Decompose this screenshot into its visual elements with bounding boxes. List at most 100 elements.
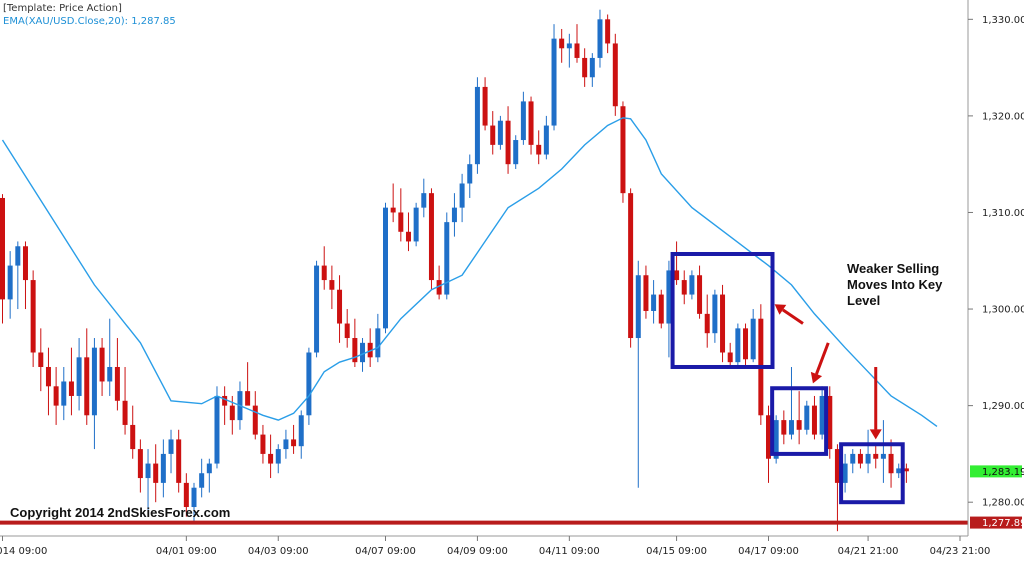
- support-price-value: 1,277.89: [982, 518, 1024, 529]
- candle-body: [206, 463, 212, 474]
- candle-body: [344, 323, 350, 339]
- annotation-arrow-head: [810, 371, 823, 384]
- annotation-box: [670, 251, 775, 369]
- candle-body: [390, 207, 396, 213]
- candle-body: [850, 453, 856, 464]
- candle-body: [497, 120, 503, 145]
- time-tick-label: 04/09 09:00: [447, 546, 508, 557]
- candle-body: [528, 101, 534, 145]
- price-tick-label: 1,310.00: [982, 208, 1024, 219]
- candle-body: [421, 193, 427, 208]
- candle-body: [743, 328, 749, 360]
- candle-body: [505, 120, 511, 165]
- candle-body: [84, 357, 90, 416]
- candle-body: [704, 313, 710, 334]
- candle-body: [643, 275, 649, 311]
- candle-body: [582, 57, 588, 78]
- candle-body: [38, 352, 44, 367]
- candle-body: [842, 463, 848, 483]
- candle-body: [766, 415, 771, 459]
- candle-body: [122, 400, 128, 425]
- candle-body: [589, 57, 595, 78]
- candle-body: [7, 265, 13, 300]
- candle-body: [750, 318, 756, 360]
- candle-body: [773, 420, 779, 459]
- time-tick-label: 04/11 09:00: [539, 546, 600, 557]
- candle-body: [398, 212, 404, 232]
- candle-body: [107, 366, 113, 382]
- candle-body: [68, 381, 74, 396]
- time-tick-label: 04/23 21:00: [930, 546, 991, 557]
- candle-body: [298, 415, 304, 447]
- candle-body: [551, 38, 557, 126]
- annotation-box: [770, 386, 829, 456]
- candle-body: [827, 395, 833, 450]
- time-tick-label: 04/21 21:00: [838, 546, 899, 557]
- price-tick-label: 1,290.00: [982, 401, 1024, 412]
- time-tick-label: 04/03 09:00: [248, 546, 309, 557]
- candle-body: [22, 246, 28, 281]
- candle-body: [543, 125, 549, 155]
- annotation-line-3: Level: [847, 293, 880, 308]
- candle-body: [306, 352, 312, 416]
- annotation-arrows: [774, 304, 882, 440]
- candle-body: [160, 453, 166, 483]
- annotation-arrow-head: [774, 304, 787, 315]
- candle-body: [612, 43, 618, 107]
- candle-body: [222, 395, 228, 406]
- candle-body: [482, 86, 488, 126]
- time-tick-label: 03/26/2014 09:00: [0, 546, 47, 557]
- candle-body: [689, 275, 695, 295]
- time-tick-label: 04/17 09:00: [738, 546, 799, 557]
- candle-body: [191, 487, 197, 508]
- support-price-tag: 1,277.89: [970, 516, 1024, 529]
- candle-body: [727, 352, 733, 363]
- candle-body: [474, 86, 480, 165]
- candle-body: [451, 207, 457, 223]
- candle-body: [490, 125, 496, 145]
- annotation-line-2: Moves Into Key: [847, 277, 943, 292]
- candle-body: [360, 342, 366, 363]
- ema-label: EMA(XAU/USD.Close,20): 1,287.85: [3, 16, 176, 27]
- candle-body: [620, 106, 626, 194]
- candle-body: [329, 280, 335, 290]
- candle-body: [819, 395, 825, 435]
- candle-body: [566, 43, 572, 49]
- candle-body: [896, 468, 902, 474]
- candle-body: [651, 294, 657, 311]
- price-tick-label: 1,300.00: [982, 305, 1024, 316]
- candle-body: [597, 19, 603, 58]
- candle-body: [321, 265, 327, 281]
- time-tick-label: 04/15 09:00: [646, 546, 707, 557]
- time-tick-label: 04/07 09:00: [355, 546, 416, 557]
- candle-body: [574, 43, 580, 58]
- candle-body: [15, 246, 21, 266]
- time-tick-label: 04/01 09:00: [156, 546, 217, 557]
- candle-body: [834, 449, 840, 483]
- candle-body: [314, 265, 320, 353]
- last-price-tag: 1,283.19: [970, 465, 1024, 478]
- candle-body: [628, 193, 634, 339]
- last-price-value: 1,283.19: [982, 467, 1024, 478]
- candle-body: [153, 463, 159, 483]
- price-tick-label: 1,280.00: [982, 498, 1024, 509]
- candle-body: [61, 381, 67, 406]
- candle-body: [337, 289, 343, 324]
- candle-body: [865, 453, 871, 464]
- candle-body: [857, 453, 863, 464]
- candles-layer: [0, 9, 909, 532]
- price-axis: 1,280.00 1,290.00 1,300.00 1,310.00 1,320.00…: [968, 15, 1024, 509]
- candle-body: [252, 405, 258, 435]
- annotation-arrow-head: [869, 429, 882, 440]
- candle-body: [375, 328, 381, 358]
- candle-body: [53, 386, 59, 406]
- candle-body: [291, 439, 297, 447]
- ema-line: [1, 117, 938, 427]
- annotation-box: [839, 442, 905, 505]
- candle-body: [658, 294, 664, 324]
- annotation-boxes: [670, 251, 905, 505]
- candle-body: [383, 207, 388, 329]
- candle-body: [176, 439, 182, 483]
- candle-body: [520, 101, 526, 141]
